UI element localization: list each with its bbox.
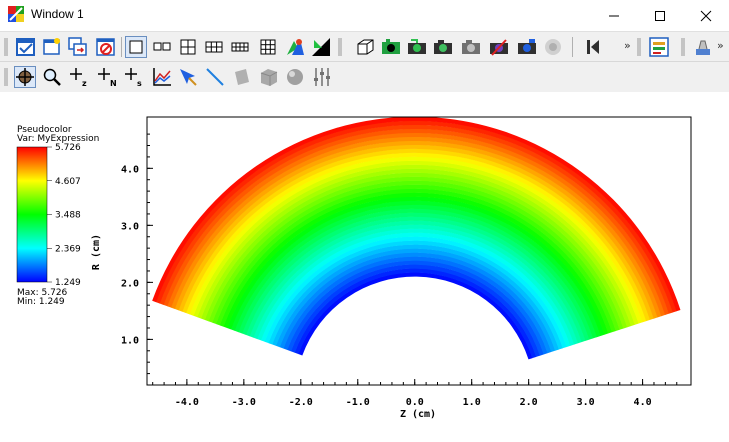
layout-3x3-icon[interactable] [257, 36, 279, 58]
plot-frame [146, 116, 692, 386]
toolbar-grip[interactable] [4, 36, 8, 58]
svg-text:N: N [110, 79, 117, 88]
python-script-icon[interactable] [692, 36, 714, 58]
plot-axes [146, 116, 692, 386]
legend-variable: Var: MyExpression [17, 134, 99, 144]
x-tick-label: 0.0 [406, 397, 424, 408]
toolbar-separator [572, 37, 573, 57]
lineout-icon[interactable] [204, 66, 226, 88]
x-axis-ticks: -4.0 -3.0 -2.0 -1.0 0.0 1.0 2.0 3.0 4.0 [152, 379, 678, 408]
visualization-window[interactable]: Pseudocolor Var: MyExpression 5.726 4.607… [0, 92, 729, 438]
svg-text:z: z [82, 79, 87, 88]
x-tick-label: -1.0 [346, 397, 370, 408]
spreadsheet-pick-icon[interactable]: s [124, 66, 146, 88]
previous-frame-icon[interactable] [582, 36, 604, 58]
sphere-tool-icon[interactable] [284, 66, 306, 88]
camera-icon[interactable] [432, 36, 454, 58]
y-tick-label: 1.0 [121, 335, 139, 346]
annulus-plot [152, 117, 681, 360]
toolbar-grip[interactable] [4, 66, 8, 88]
pick-arrow-icon[interactable] [177, 66, 199, 88]
title-bar: Window 1 [0, 0, 729, 31]
minimize-icon [609, 15, 619, 16]
zoom-mode-icon[interactable] [41, 66, 63, 88]
y-axis-ticks: 1.0 2.0 3.0 4.0 [121, 133, 153, 375]
window-title: Window 1 [31, 7, 84, 21]
slider-tool-icon[interactable] [311, 66, 333, 88]
plane-tool-icon[interactable] [231, 66, 253, 88]
camera-green-icon[interactable] [406, 36, 428, 58]
legend-tick-label: 1.249 [55, 278, 81, 288]
node-pick-icon[interactable]: N [97, 66, 119, 88]
legend-tick-label: 3.488 [55, 211, 81, 221]
legend-tick-label: 4.607 [55, 177, 81, 187]
legend-tick-label: 2.369 [55, 244, 81, 254]
disabled-camera-icon[interactable] [542, 36, 564, 58]
y-tick-label: 3.0 [121, 221, 139, 232]
box-tool-icon[interactable] [258, 66, 280, 88]
mode-toolbar: z N s [0, 61, 729, 93]
pseudocolor-plot[interactable]: Pseudocolor Var: MyExpression 5.726 4.607… [0, 92, 729, 438]
plot-list-icon[interactable] [648, 36, 670, 58]
clone-window-icon[interactable] [67, 36, 89, 58]
x-tick-label: -3.0 [232, 397, 256, 408]
maximize-icon [655, 10, 665, 21]
main-toolbar: » » [0, 31, 729, 62]
layout-2x2-icon[interactable] [177, 36, 199, 58]
new-window-icon[interactable] [41, 36, 63, 58]
toolbar-grip[interactable] [681, 36, 685, 58]
y-axis-label: R (cm) [91, 234, 102, 270]
x-tick-label: 3.0 [577, 397, 595, 408]
close-button[interactable] [683, 0, 729, 31]
animation-play-icon[interactable] [380, 36, 402, 58]
invert-background-icon[interactable] [284, 36, 306, 58]
maximize-button[interactable] [637, 0, 683, 31]
save-camera-icon[interactable] [516, 36, 538, 58]
x-tick-label: 1.0 [463, 397, 481, 408]
toolbar-grip[interactable] [637, 36, 641, 58]
x-tick-label: -4.0 [175, 397, 199, 408]
legend-tick-label: 5.726 [55, 143, 81, 153]
delete-window-icon[interactable] [95, 36, 117, 58]
legend-max: Max: 5.726 [17, 288, 68, 298]
toolbar-separator [121, 37, 122, 57]
toolbar-overflow-button[interactable]: » [624, 39, 631, 52]
legend-ticks: 5.726 4.607 3.488 2.369 1.249 [47, 143, 81, 288]
legend-min: Min: 1.249 [17, 297, 65, 307]
layout-1x2-icon[interactable] [151, 36, 173, 58]
lock-view-icon[interactable] [310, 36, 332, 58]
record-camera-icon[interactable] [488, 36, 510, 58]
toolbar-overflow-button[interactable]: » [717, 39, 724, 52]
layout-2x3-icon[interactable] [203, 36, 225, 58]
y-tick-label: 4.0 [121, 164, 139, 175]
curve-pick-icon[interactable] [151, 66, 173, 88]
minimize-button[interactable] [591, 0, 637, 31]
active-window-icon[interactable] [15, 36, 37, 58]
layout-2x4-icon[interactable] [229, 36, 251, 58]
visit-app-icon [8, 6, 24, 22]
legend-color-bar [16, 146, 48, 283]
x-tick-label: 2.0 [520, 397, 538, 408]
layout-1x1-icon[interactable] [125, 36, 147, 58]
svg-text:s: s [137, 79, 142, 88]
camera-gray-icon[interactable] [460, 36, 482, 58]
close-icon [700, 10, 712, 21]
y-tick-label: 2.0 [121, 278, 139, 289]
box-view-icon[interactable] [354, 36, 376, 58]
navigate-mode-icon[interactable] [14, 66, 36, 88]
zone-pick-icon[interactable]: z [69, 66, 91, 88]
toolbar-grip[interactable] [338, 36, 342, 58]
legend-title: Pseudocolor [17, 125, 72, 135]
x-tick-label: -2.0 [289, 397, 313, 408]
x-tick-label: 4.0 [634, 397, 652, 408]
x-axis-label: Z (cm) [400, 409, 436, 420]
